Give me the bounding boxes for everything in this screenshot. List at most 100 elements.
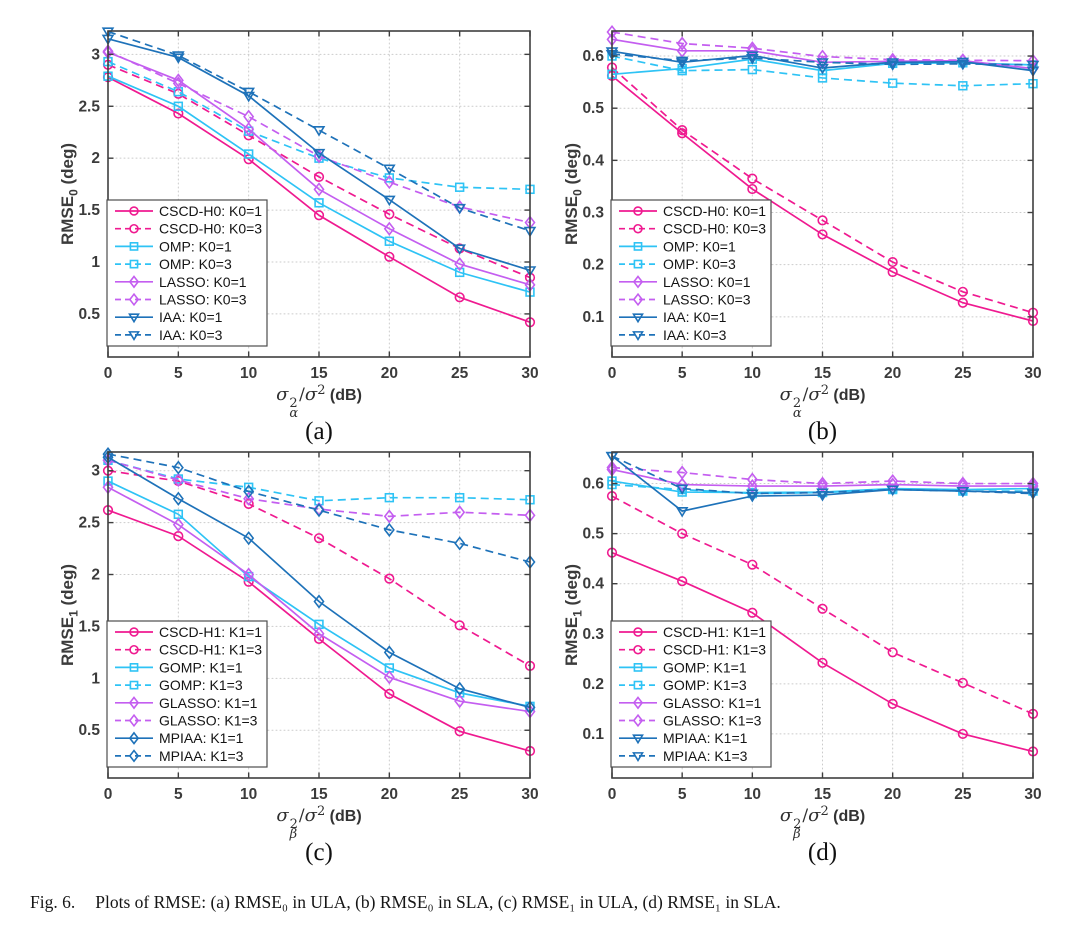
- diamond-marker-icon: [454, 505, 466, 520]
- subplot-label: (b): [807, 418, 838, 445]
- circle-marker-icon: [887, 266, 898, 278]
- circle-marker-icon: [129, 627, 139, 637]
- legend-entry-label: LASSO: K0=3: [159, 292, 247, 308]
- diamond-marker-icon: [172, 73, 184, 88]
- legend-entry-glasso-k1-1: GLASSO: K1=1: [619, 695, 762, 711]
- y-tick-label: 0.5: [582, 526, 604, 543]
- legend-entry-cscd-h0-k0-3: CSCD-H0: K0=3: [115, 221, 262, 237]
- legend-entry-cscd-h1-k1-1: CSCD-H1: K1=1: [619, 624, 766, 640]
- legend-entry-label: GOMP: K1=1: [159, 659, 243, 675]
- x-tick-label: 10: [240, 786, 257, 803]
- legend-entry-label: IAA: K0=3: [159, 327, 223, 343]
- triangle-marker-icon: [886, 485, 899, 497]
- diamond-marker-icon: [243, 567, 255, 582]
- legend-entry-label: GLASSO: K1=3: [663, 713, 762, 729]
- circle-marker-icon: [677, 576, 688, 587]
- circle-marker-icon: [454, 726, 465, 737]
- diamond-marker-icon: [172, 76, 184, 91]
- square-marker-icon: [384, 236, 395, 246]
- legend-entry-label: MPIAA: K1=3: [663, 748, 748, 764]
- circle-marker-icon: [677, 528, 688, 539]
- legend-entry-label: IAA: K0=1: [663, 309, 727, 325]
- legend-entry-cscd-h0-k0-1: CSCD-H0: K0=1: [115, 203, 262, 219]
- triangle-marker-icon: [816, 58, 829, 69]
- diamond-marker-icon: [454, 694, 466, 709]
- circle-marker-icon: [173, 530, 184, 542]
- legend-entry-cscd-h0-k0-3: CSCD-H0: K0=3: [619, 221, 766, 237]
- triangle-marker-icon: [632, 734, 644, 745]
- square-marker-icon: [173, 87, 184, 97]
- subplot-label: (c): [305, 839, 333, 866]
- circle-marker-icon: [887, 647, 898, 658]
- triangle-marker-icon: [632, 752, 644, 762]
- square-marker-icon: [454, 182, 465, 192]
- triangle-marker-icon: [956, 59, 970, 71]
- triangle-marker-icon: [242, 91, 255, 103]
- subplot-d: 0 5 10 15 20 25 30 0.1 0.2 0.3 0.4 0.5 0.6 CSCD-H1: K…: [546, 421, 1092, 881]
- legend-entry-label: IAA: K0=1: [159, 309, 223, 325]
- legend-entry-omp-k0-1: OMP: K0=1: [115, 238, 232, 254]
- y-tick-label: 3: [91, 46, 100, 63]
- triangle-marker-icon: [128, 313, 140, 324]
- triangle-marker-icon: [746, 54, 759, 65]
- circle-marker-icon: [957, 286, 968, 297]
- legend-entry-label: GLASSO: K1=3: [159, 713, 258, 729]
- x-tick-label: 0: [608, 365, 617, 382]
- legend-entry-label: CSCD-H0: K0=1: [159, 203, 262, 219]
- legend-entry-label: MPIAA: K1=1: [663, 730, 748, 746]
- legend-entry-label: GLASSO: K1=1: [159, 695, 258, 711]
- y-tick-label: 0.4: [582, 152, 604, 169]
- x-tick-label: 0: [608, 786, 617, 803]
- legend-entry-lasso-k0-3: LASSO: K0=3: [115, 292, 247, 308]
- diamond-marker-icon: [676, 465, 688, 480]
- y-axis-label: RMSE1 (deg): [562, 563, 585, 667]
- x-tick-label: 20: [381, 365, 398, 382]
- y-tick-label: 2: [91, 150, 100, 167]
- figure-caption: Fig. 6. Plots of RMSE: (a) RMSE₀ in ULA, …: [30, 892, 1075, 913]
- circle-marker-icon: [384, 209, 395, 220]
- triangle-marker-icon: [746, 51, 759, 62]
- legend-entry-label: CSCD-H1: K1=3: [663, 642, 766, 658]
- y-tick-label: 3: [91, 463, 100, 480]
- legend-entry-label: LASSO: K0=1: [159, 274, 247, 290]
- x-tick-label: 15: [814, 786, 832, 803]
- triangle-marker-icon: [675, 56, 689, 68]
- triangle-marker-icon: [886, 58, 899, 69]
- x-tick-label: 0: [104, 786, 113, 803]
- legend-entry-gomp-k1-1: GOMP: K1=1: [115, 659, 243, 675]
- legend-entry-mpiaa-k1-3: MPIAA: K1=3: [115, 748, 244, 764]
- legend-entry-label: OMP: K0=3: [159, 256, 232, 272]
- diamond-marker-icon: [383, 522, 395, 537]
- legend-entry-label: MPIAA: K1=1: [159, 730, 244, 746]
- x-tick-label: 25: [954, 786, 972, 803]
- diamond-marker-icon: [383, 221, 395, 236]
- legend-entry-label: MPIAA: K1=3: [159, 748, 244, 764]
- diamond-marker-icon: [632, 292, 644, 307]
- x-tick-label: 10: [744, 786, 761, 803]
- circle-marker-icon: [454, 292, 465, 303]
- figure-caption-text: Plots of RMSE: (a) RMSE₀ in ULA, (b) RMS…: [95, 892, 781, 912]
- square-marker-icon: [243, 149, 254, 159]
- diamond-marker-icon: [454, 536, 466, 551]
- triangle-marker-icon: [886, 60, 899, 71]
- subplot-label: (d): [807, 839, 838, 866]
- legend-entry-iaa-k0-1: IAA: K0=1: [115, 309, 223, 325]
- diamond-marker-icon: [746, 41, 758, 56]
- triangle-marker-icon: [172, 53, 185, 64]
- legend-entry-label: OMP: K0=3: [663, 256, 736, 272]
- legend-entry-label: CSCD-H1: K1=1: [663, 624, 766, 640]
- diamond-marker-icon: [128, 292, 140, 307]
- triangle-marker-icon: [453, 244, 466, 255]
- triangle-marker-icon: [956, 57, 970, 69]
- square-marker-icon: [129, 680, 139, 690]
- y-tick-label: 2.5: [78, 98, 100, 115]
- x-axis-label: σ 2 β/σ2 (dB): [779, 804, 866, 843]
- tick-labels: 0 5 10 15 20 25 30 0.1 0.2 0.3 0.4 0.5 0.6: [582, 48, 1041, 382]
- triangle-marker-icon: [675, 506, 689, 518]
- subplot-a: 0 5 10 15 20 25 30 0.5 1 1.5 2 2.5 3 CSCD-H0: K0=1 CSC…: [0, 0, 546, 460]
- diamond-marker-icon: [128, 696, 140, 710]
- x-tick-label: 5: [174, 365, 183, 382]
- x-tick-label: 20: [884, 786, 901, 803]
